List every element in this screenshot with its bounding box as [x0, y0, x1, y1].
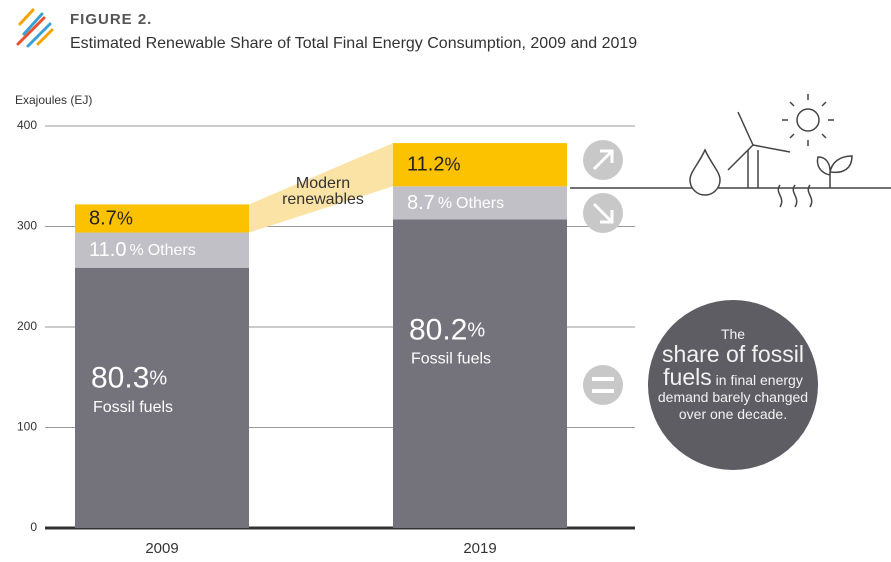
x-tick-label: 2019 — [463, 540, 496, 557]
share-value: 80.3 — [91, 362, 149, 395]
x-tick-label: 2009 — [145, 540, 178, 557]
share-value: 8.7 — [407, 192, 435, 214]
bar-segment — [393, 143, 567, 187]
callout-text: final energy demand barely changed over … — [657, 372, 809, 422]
callout: The share of fossil fuels in final energ… — [656, 326, 810, 423]
connector — [249, 143, 393, 233]
bar-segment — [75, 267, 249, 528]
trend-icons — [583, 140, 818, 470]
share-unit: % — [129, 242, 143, 259]
share-label: 80.3% — [91, 362, 167, 395]
y-tick-label: 0 — [30, 520, 37, 534]
share-unit: % — [467, 320, 485, 342]
share-label: 11.2% — [407, 154, 460, 176]
y-axis-label: Exajoules (EJ) — [15, 93, 92, 107]
y-tick-label: 400 — [17, 118, 37, 132]
share-unit: % — [149, 368, 167, 390]
share-value: 11.0 — [89, 239, 126, 261]
share-label: 11.0% Others — [89, 239, 196, 261]
series-label: Fossil fuels — [411, 351, 491, 368]
share-unit: % — [444, 154, 460, 174]
y-tick-label: 100 — [17, 420, 37, 434]
series-label: Others — [456, 195, 504, 212]
illustration — [570, 94, 891, 208]
share-value: 8.7 — [89, 208, 117, 230]
bar-segment — [393, 186, 567, 220]
share-value: 11.2 — [407, 154, 444, 176]
share-label: 80.2% — [409, 313, 485, 346]
share-unit: % — [438, 195, 452, 212]
share-label: 8.7% Others — [407, 192, 504, 214]
annotation: Modern renewables — [282, 175, 364, 208]
chart-title: Estimated Renewable Share of Total Final… — [70, 35, 637, 52]
share-unit: % — [117, 208, 133, 228]
series-label: Others — [148, 242, 196, 259]
callout-text: The — [720, 326, 746, 342]
share-label: 8.7% — [89, 208, 133, 230]
logo — [16, 8, 54, 48]
series-label: Fossil fuels — [93, 399, 173, 416]
y-tick-label: 200 — [17, 319, 37, 333]
bar-segment — [75, 204, 249, 233]
share-value: 80.2 — [409, 313, 467, 346]
figure-label: FIGURE 2. — [70, 11, 152, 28]
y-tick-label: 300 — [17, 219, 37, 233]
bar-segment — [75, 232, 249, 268]
callout-text: in — [715, 372, 727, 388]
bar-segment — [393, 219, 567, 528]
callout-emphasis: share of fossil fuels — [662, 341, 804, 390]
